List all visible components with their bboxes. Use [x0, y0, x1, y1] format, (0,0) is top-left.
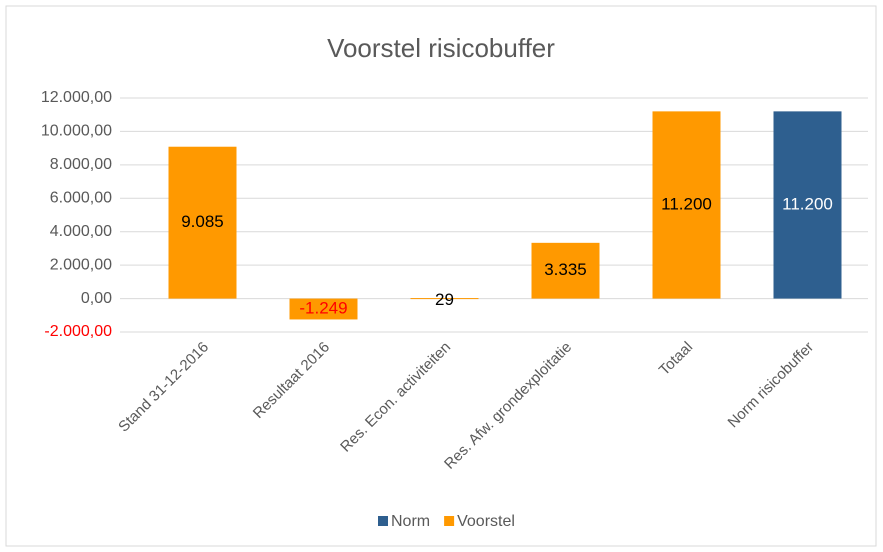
bar — [410, 298, 479, 300]
y-tick-label: 12.000,00 — [41, 89, 112, 106]
chart-title: Voorstel risicobuffer — [327, 33, 555, 63]
bar — [531, 242, 600, 299]
data-label: 29 — [435, 290, 454, 309]
chart-frame — [5, 5, 877, 547]
y-tick-label: 0,00 — [81, 290, 112, 307]
data-label: -1.249 — [299, 298, 347, 317]
bar — [773, 111, 842, 299]
y-tick-label: 6.000,00 — [50, 190, 112, 207]
y-tick-label: 2.000,00 — [50, 256, 112, 273]
data-label: 3.335 — [544, 260, 587, 279]
y-tick-label: 4.000,00 — [50, 223, 112, 240]
y-tick-label: 10.000,00 — [41, 123, 112, 140]
data-label: 11.200 — [661, 194, 712, 213]
legend-swatch — [378, 516, 388, 526]
y-tick-label: -2.000,00 — [44, 323, 112, 340]
data-label: 9.085 — [181, 212, 224, 231]
legend-label: Voorstel — [457, 513, 515, 530]
bar — [652, 111, 721, 299]
bar — [168, 146, 237, 299]
legend-label: Norm — [391, 513, 430, 530]
bar — [289, 298, 358, 320]
legend-swatch — [444, 516, 455, 526]
y-tick-label: 8.000,00 — [50, 156, 112, 173]
data-label: 11.200 — [782, 194, 833, 213]
